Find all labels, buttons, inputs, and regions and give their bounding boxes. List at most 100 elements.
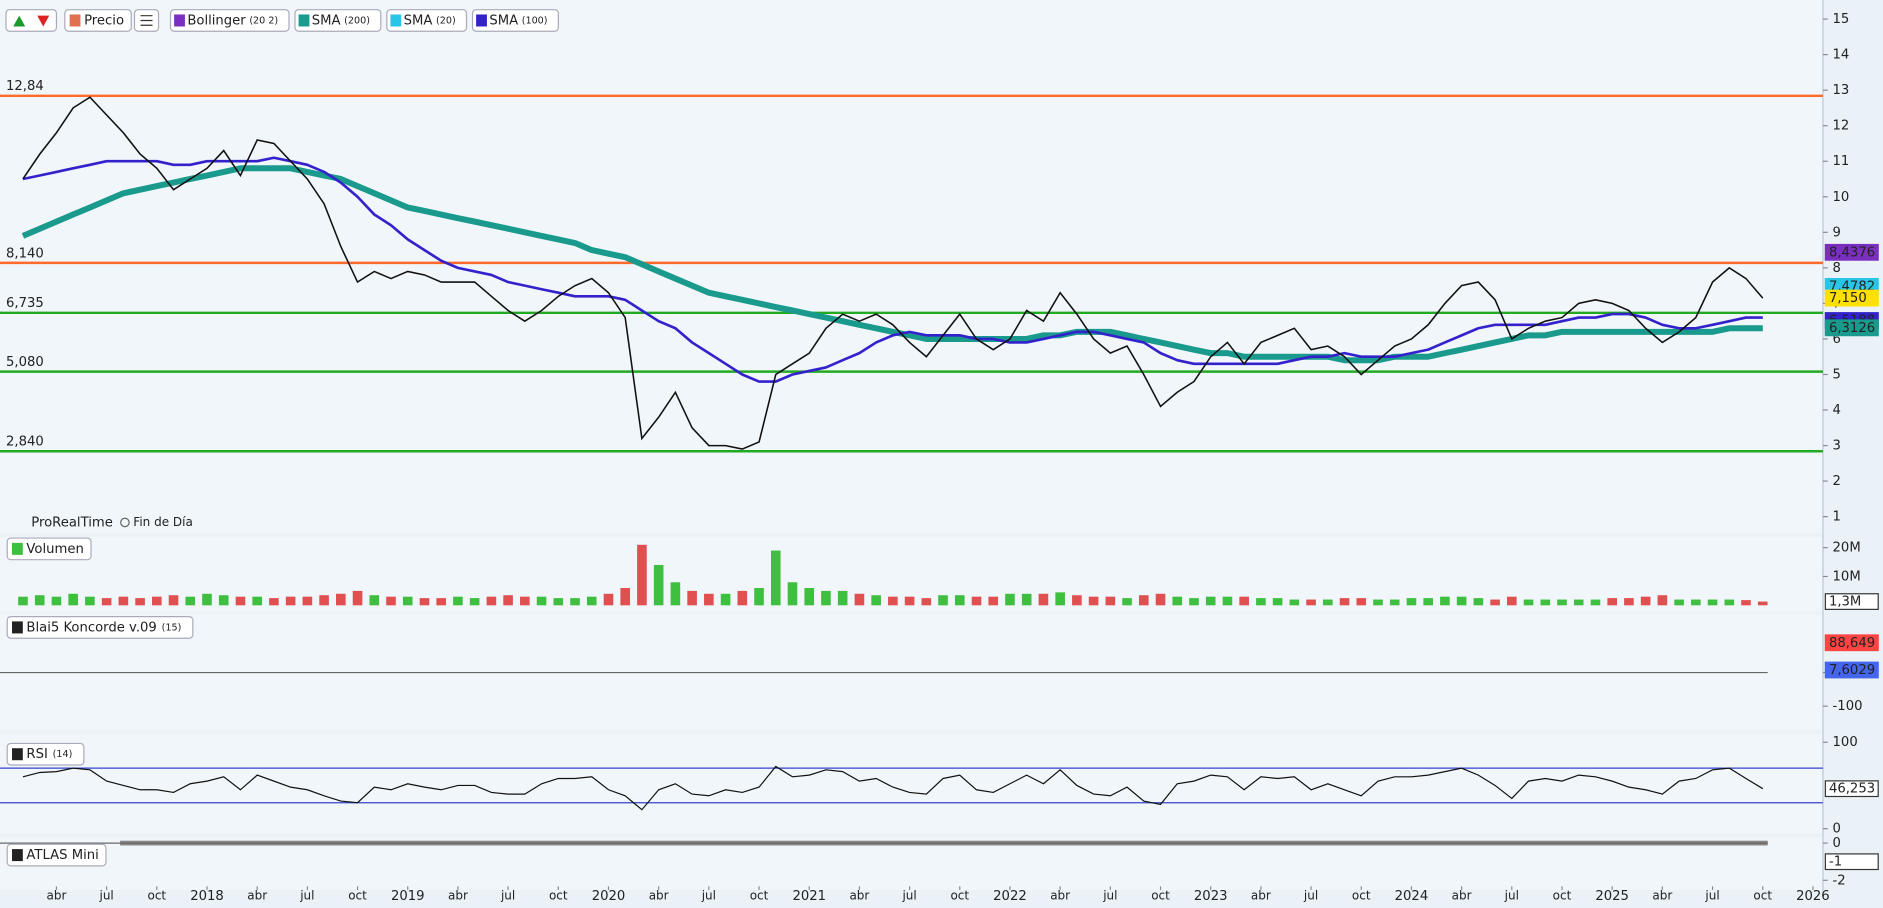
x-tick-label: jul: [299, 888, 314, 902]
volume-bar: [402, 596, 413, 606]
volume-bar: [1423, 598, 1433, 606]
source-label: ProRealTime: [31, 515, 113, 530]
volume-bar: [152, 596, 162, 606]
volume-bar: [1707, 599, 1718, 606]
y-tick-label: 3: [1833, 439, 1841, 454]
panel-title-box[interactable]: [6, 616, 194, 639]
legend-swatch: [390, 14, 402, 27]
volume-bar: [804, 588, 815, 606]
panel-title-box[interactable]: [6, 537, 92, 561]
value-tag: [1824, 243, 1879, 261]
volume-bar: [787, 582, 798, 606]
volume-bar: [1640, 596, 1651, 606]
volume-bar: [1055, 592, 1065, 606]
volume-bar: [586, 596, 597, 606]
volume-bar: [1356, 598, 1367, 606]
volume-bar: [469, 598, 480, 606]
legend-params: (20 2): [249, 15, 278, 26]
y-tick-label: 2: [1833, 474, 1841, 489]
panel-title-box[interactable]: [6, 742, 85, 766]
arrow-button[interactable]: [5, 9, 58, 32]
x-tick-label: 2018: [190, 889, 224, 904]
volume-bar: [1607, 598, 1617, 606]
price-line: [22, 96, 1764, 450]
volume-bar: [1741, 600, 1751, 606]
x-tick-label: jul: [901, 888, 916, 902]
volume-bar: [185, 596, 196, 606]
price-panel: [0, 0, 1823, 533]
legend-params: (100): [522, 15, 548, 26]
value-tag: [1824, 289, 1879, 307]
volume-bar: [687, 590, 697, 606]
volume-bar: [135, 598, 145, 606]
volume-bar: [18, 596, 28, 606]
volume-bar: [1306, 599, 1316, 606]
panel-title-box[interactable]: [64, 9, 132, 32]
y-tick-label: 100: [1833, 735, 1858, 750]
volume-bar: [1038, 593, 1049, 606]
x-tick-label: abr: [247, 888, 267, 902]
volume-bar: [1691, 599, 1701, 606]
value-tag-label: 1,3M: [1829, 595, 1861, 610]
legend-item[interactable]: [294, 9, 382, 32]
x-tick-label: abr: [46, 888, 66, 902]
panel-swatch: [12, 542, 23, 555]
legend-item[interactable]: [471, 9, 559, 32]
x-tick-label: 2024: [1395, 889, 1429, 904]
panel-params: (15): [162, 622, 182, 633]
volume-bar: [486, 596, 497, 606]
legend-params: (20): [436, 15, 456, 26]
legend-item[interactable]: [169, 9, 290, 32]
y-tick-label: 10: [1833, 190, 1850, 205]
y-tick-label: 10M: [1833, 569, 1861, 584]
volume-bar: [1440, 596, 1450, 606]
x-tick-label: oct: [549, 888, 568, 902]
x-tick-label: abr: [849, 888, 869, 902]
x-tick-label: oct: [1352, 888, 1371, 902]
x-tick-label: abr: [649, 888, 669, 902]
rsi-panel: [0, 733, 1823, 834]
rsi-line: [22, 765, 1764, 811]
volume-bar: [1674, 599, 1684, 606]
volume-bar: [620, 588, 631, 606]
level-label: 2,840: [6, 435, 44, 450]
level-label: 6,735: [6, 296, 44, 311]
value-tag-label: 7,150: [1829, 291, 1867, 306]
volume-bar: [888, 596, 898, 606]
legend-item[interactable]: [386, 9, 468, 32]
volume-bar: [1239, 596, 1249, 606]
volume-bar: [1138, 595, 1149, 606]
mode-label: Fin de Día: [133, 515, 193, 529]
volume-bar: [871, 595, 881, 606]
x-tick-label: oct: [147, 888, 166, 902]
panel-title-box[interactable]: [6, 843, 107, 867]
y-tick-label: 13: [1833, 83, 1850, 98]
volume-bar: [1322, 599, 1333, 606]
panel-swatch: [69, 14, 81, 27]
y-tick-label: 9: [1833, 225, 1841, 240]
value-tag: [1824, 634, 1879, 652]
value-tag-label: -1: [1829, 855, 1842, 870]
x-tick-label: oct: [1753, 888, 1772, 902]
volume-bar: [118, 596, 129, 606]
volume-bar: [737, 590, 748, 606]
volume-bar: [1557, 599, 1567, 606]
x-tick-label: jul: [1704, 888, 1719, 902]
x-tick-label: oct: [1151, 888, 1170, 902]
x-tick-label: oct: [750, 888, 769, 902]
volume-bar: [202, 593, 212, 606]
volume-bar: [1657, 595, 1668, 606]
y-tick-label: 11: [1833, 154, 1850, 169]
value-tag-label: 8,4376: [1829, 245, 1875, 260]
volume-bar: [837, 590, 848, 606]
panel-swatch: [12, 621, 23, 634]
y-tick-label: 1: [1833, 510, 1841, 525]
legend-name: SMA: [489, 13, 518, 28]
y-tick-label: 8: [1833, 261, 1841, 276]
volume-bar: [1021, 593, 1032, 606]
x-tick-label: abr: [1652, 888, 1672, 902]
volume-bar: [1389, 599, 1400, 606]
value-tag-label: 7,6029: [1829, 663, 1875, 678]
y-tick-label: 0: [1833, 836, 1841, 851]
